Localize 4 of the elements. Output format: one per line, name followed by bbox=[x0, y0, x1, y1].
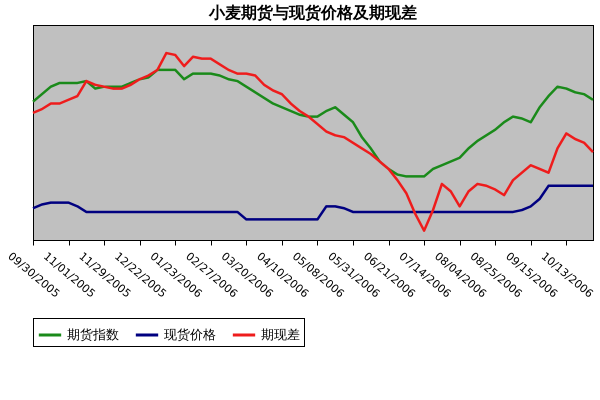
legend-label: 期货指数 bbox=[67, 328, 119, 343]
chart-title: 小麦期货与现货价格及期现差 bbox=[208, 3, 417, 22]
legend-label: 现货价格 bbox=[164, 328, 216, 343]
legend-label: 期现差 bbox=[261, 328, 300, 343]
